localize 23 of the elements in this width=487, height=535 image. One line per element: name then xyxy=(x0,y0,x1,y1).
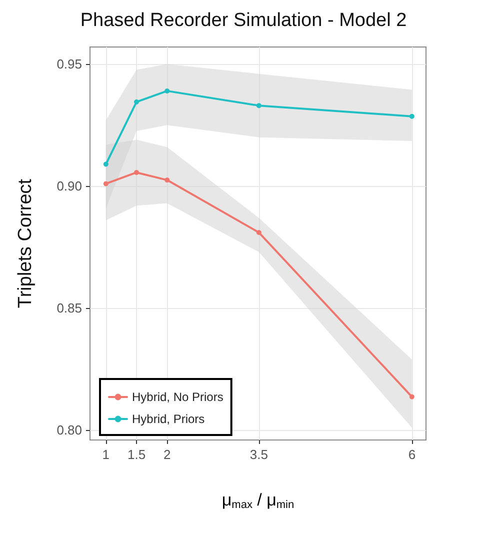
y-axis-title: Triplets Correct xyxy=(15,178,36,308)
point xyxy=(103,162,108,167)
x-tick-label: 1.5 xyxy=(127,447,146,462)
point xyxy=(256,103,262,108)
legend-label: Hybrid, No Priors xyxy=(132,390,224,404)
point xyxy=(164,88,170,94)
chart-title: Phased Recorder Simulation - Model 2 xyxy=(80,10,407,31)
y-tick-label: 0.90 xyxy=(56,178,82,194)
legend-label: Hybrid, Priors xyxy=(132,412,205,426)
y-tick-label: 0.85 xyxy=(56,300,82,316)
point xyxy=(164,178,170,183)
x-tick-label: 1 xyxy=(102,447,110,462)
x-tick-label: 3.5 xyxy=(250,447,268,462)
x-tick-label: 6 xyxy=(408,447,416,462)
x-tick-label: 2 xyxy=(164,447,171,462)
y-tick-label: 0.95 xyxy=(56,56,82,72)
point xyxy=(134,170,140,175)
y-tick-label: 0.80 xyxy=(56,422,82,438)
point xyxy=(134,99,140,104)
point xyxy=(409,114,414,119)
point xyxy=(409,394,414,400)
point xyxy=(256,230,262,236)
point xyxy=(103,181,108,186)
